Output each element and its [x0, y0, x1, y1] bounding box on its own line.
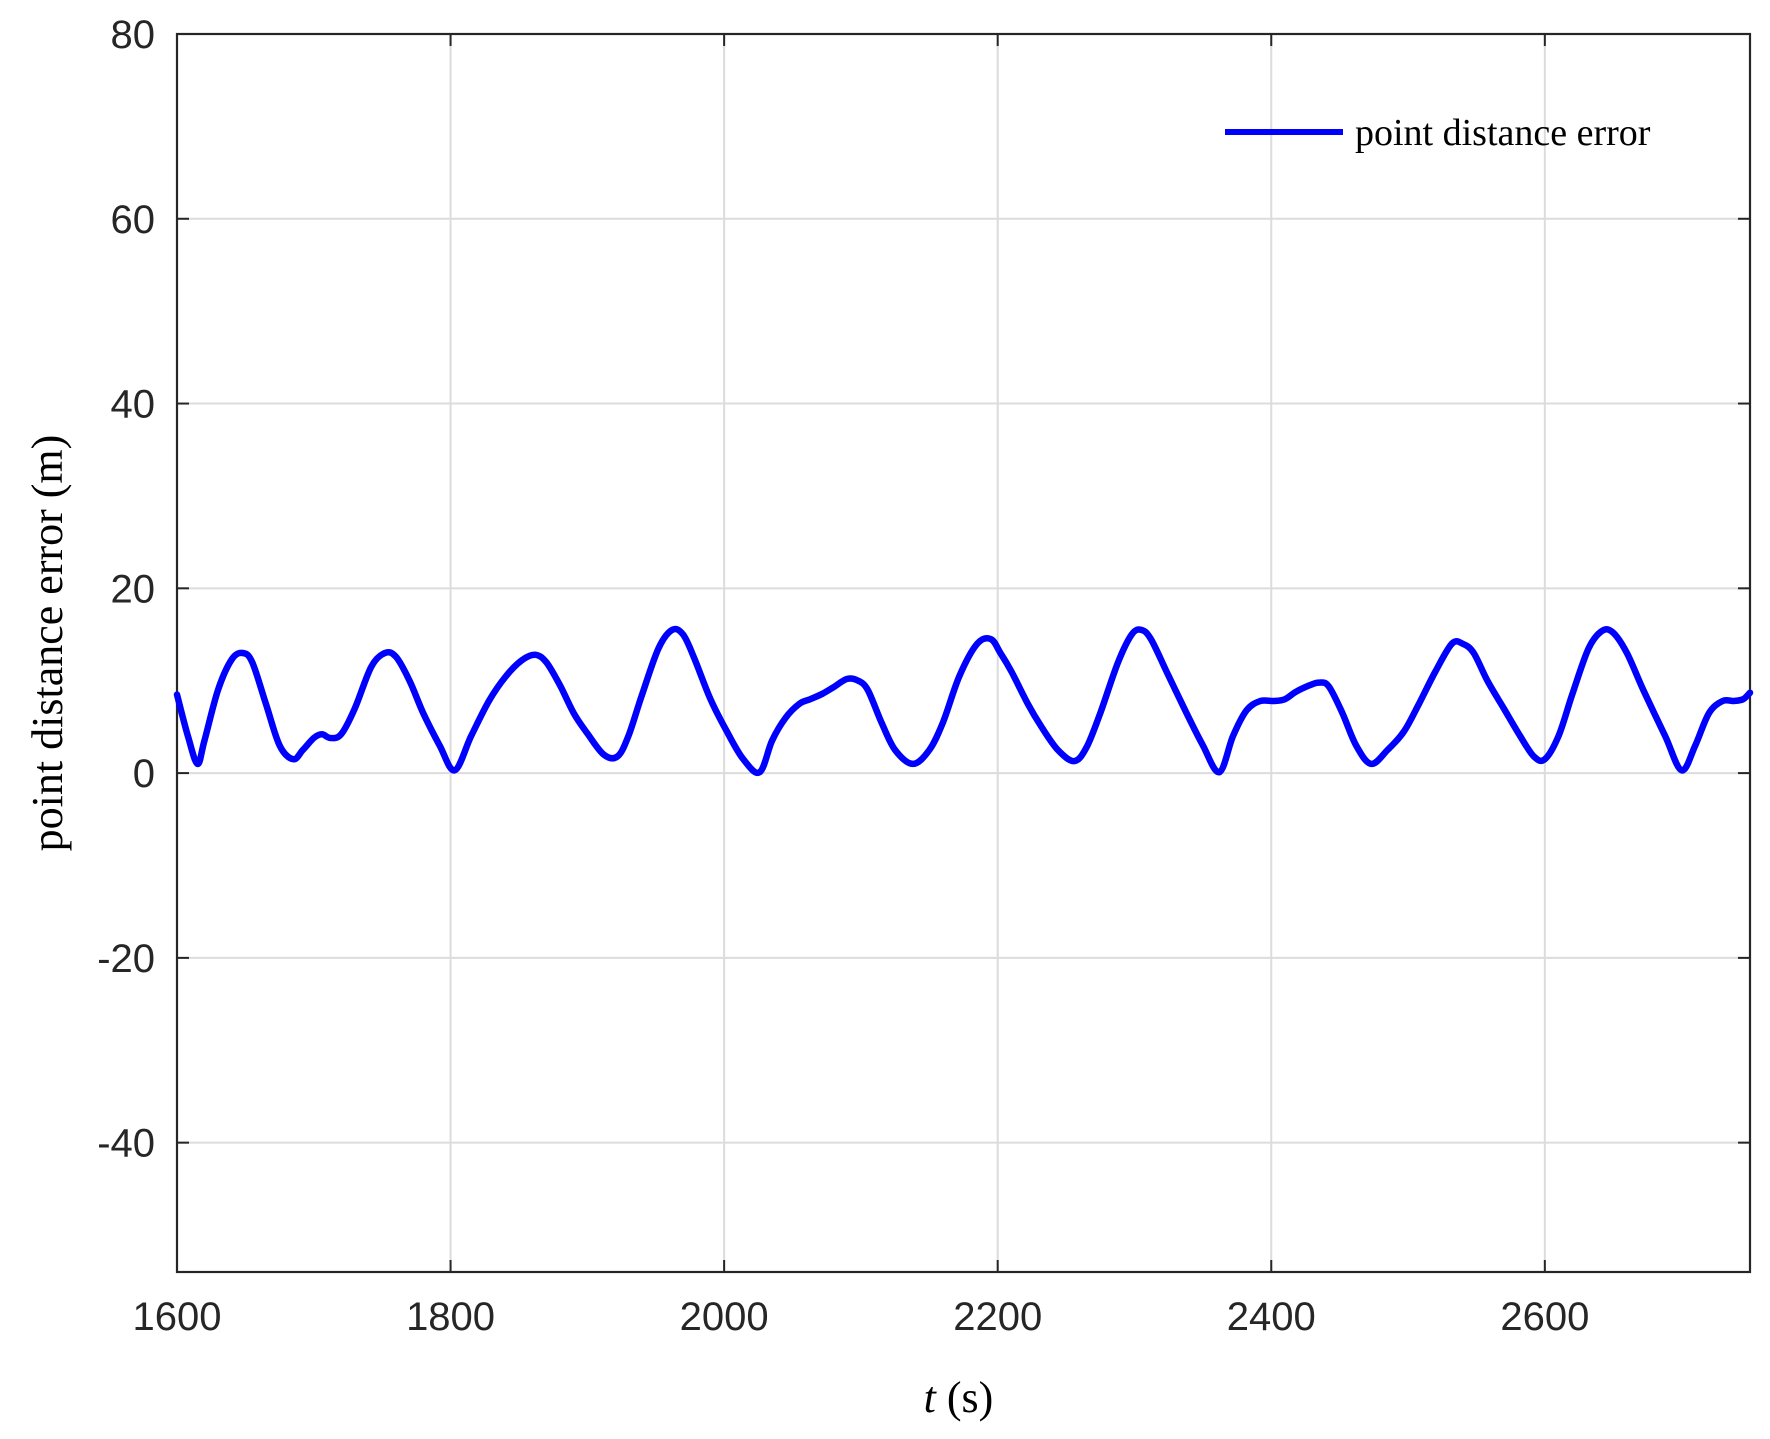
x-tick-label: 2200: [953, 1295, 1042, 1339]
y-tick-label: -20: [97, 937, 155, 981]
y-tick-label: 60: [111, 198, 156, 242]
x-axis-title-unit: (s): [936, 1373, 993, 1422]
x-axis-title-variable: t: [924, 1373, 938, 1422]
plot-background: [177, 34, 1750, 1272]
y-tick-label: 40: [111, 383, 156, 427]
x-tick-label: 2600: [1500, 1295, 1589, 1339]
legend-label: point distance error: [1355, 112, 1651, 154]
y-axis-title: point distance error (m): [23, 435, 72, 852]
y-tick-label: 0: [133, 752, 155, 796]
series-layer: [173, 625, 1754, 777]
legend: point distance error: [1225, 112, 1651, 154]
x-tick-labels: 1600 1800 2000 2200 2400 2600: [133, 1295, 1590, 1339]
x-axis-title: t (s): [924, 1373, 994, 1422]
series-line: [173, 625, 1754, 777]
y-tick-label: 80: [111, 13, 156, 57]
x-tick-label: 1600: [133, 1295, 222, 1339]
x-tick-label: 2000: [680, 1295, 769, 1339]
x-tick-label: 1800: [406, 1295, 495, 1339]
plot-frame: [175, 32, 1752, 1274]
y-tick-labels: -40 -20 0 20 40 60 80: [97, 13, 155, 1166]
y-tick-label: 20: [111, 567, 156, 611]
x-tick-label: 2400: [1227, 1295, 1316, 1339]
y-tick-label: -40: [97, 1122, 155, 1166]
